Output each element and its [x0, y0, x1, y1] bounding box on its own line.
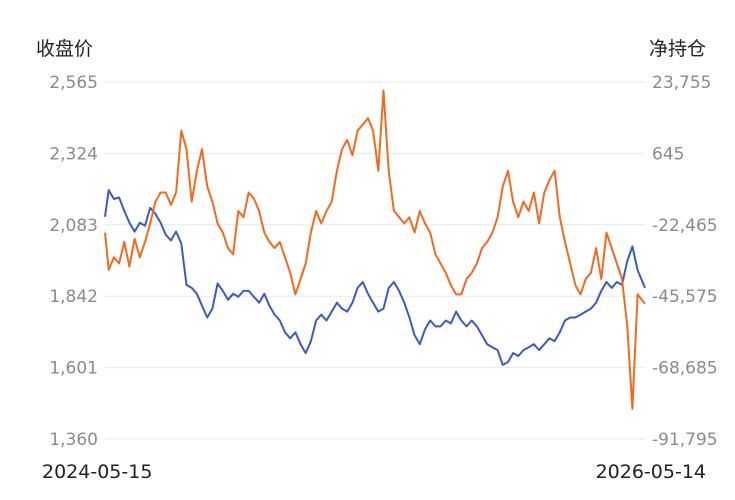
right-axis-tick-label: 645 [652, 144, 684, 164]
close-price-line [104, 189, 646, 366]
right-axis-tick-label: -45,575 [652, 287, 718, 307]
right-axis-tick-label: -22,465 [652, 216, 718, 236]
net-position-line [104, 89, 646, 410]
left-axis-tick-label: 1,842 [49, 287, 98, 307]
left-axis-ticks: 2,565 2,324 2,083 1,842 1,601 1,360 [49, 73, 98, 450]
right-axis-tick-label: -68,685 [652, 359, 718, 379]
left-axis-tick-label: 1,360 [49, 430, 98, 450]
x-tick-end: 2026-05-14 [596, 461, 706, 483]
right-axis-tick-label: 23,755 [652, 73, 711, 93]
right-axis-title: 净持仓 [649, 38, 706, 60]
left-axis-tick-label: 2,083 [49, 216, 98, 236]
gridlines [105, 81, 645, 440]
left-axis-tick-label: 2,565 [49, 73, 98, 93]
series-lines [104, 89, 646, 410]
left-axis-tick-label: 1,601 [49, 359, 98, 379]
left-axis-title: 收盘价 [36, 38, 93, 60]
right-axis-tick-label: -91,795 [652, 430, 718, 450]
right-axis-ticks: 23,755 645 -22,465 -45,575 -68,685 -91,795 [652, 73, 718, 450]
left-axis-tick-label: 2,324 [49, 144, 98, 164]
x-tick-start: 2024-05-15 [42, 461, 152, 483]
